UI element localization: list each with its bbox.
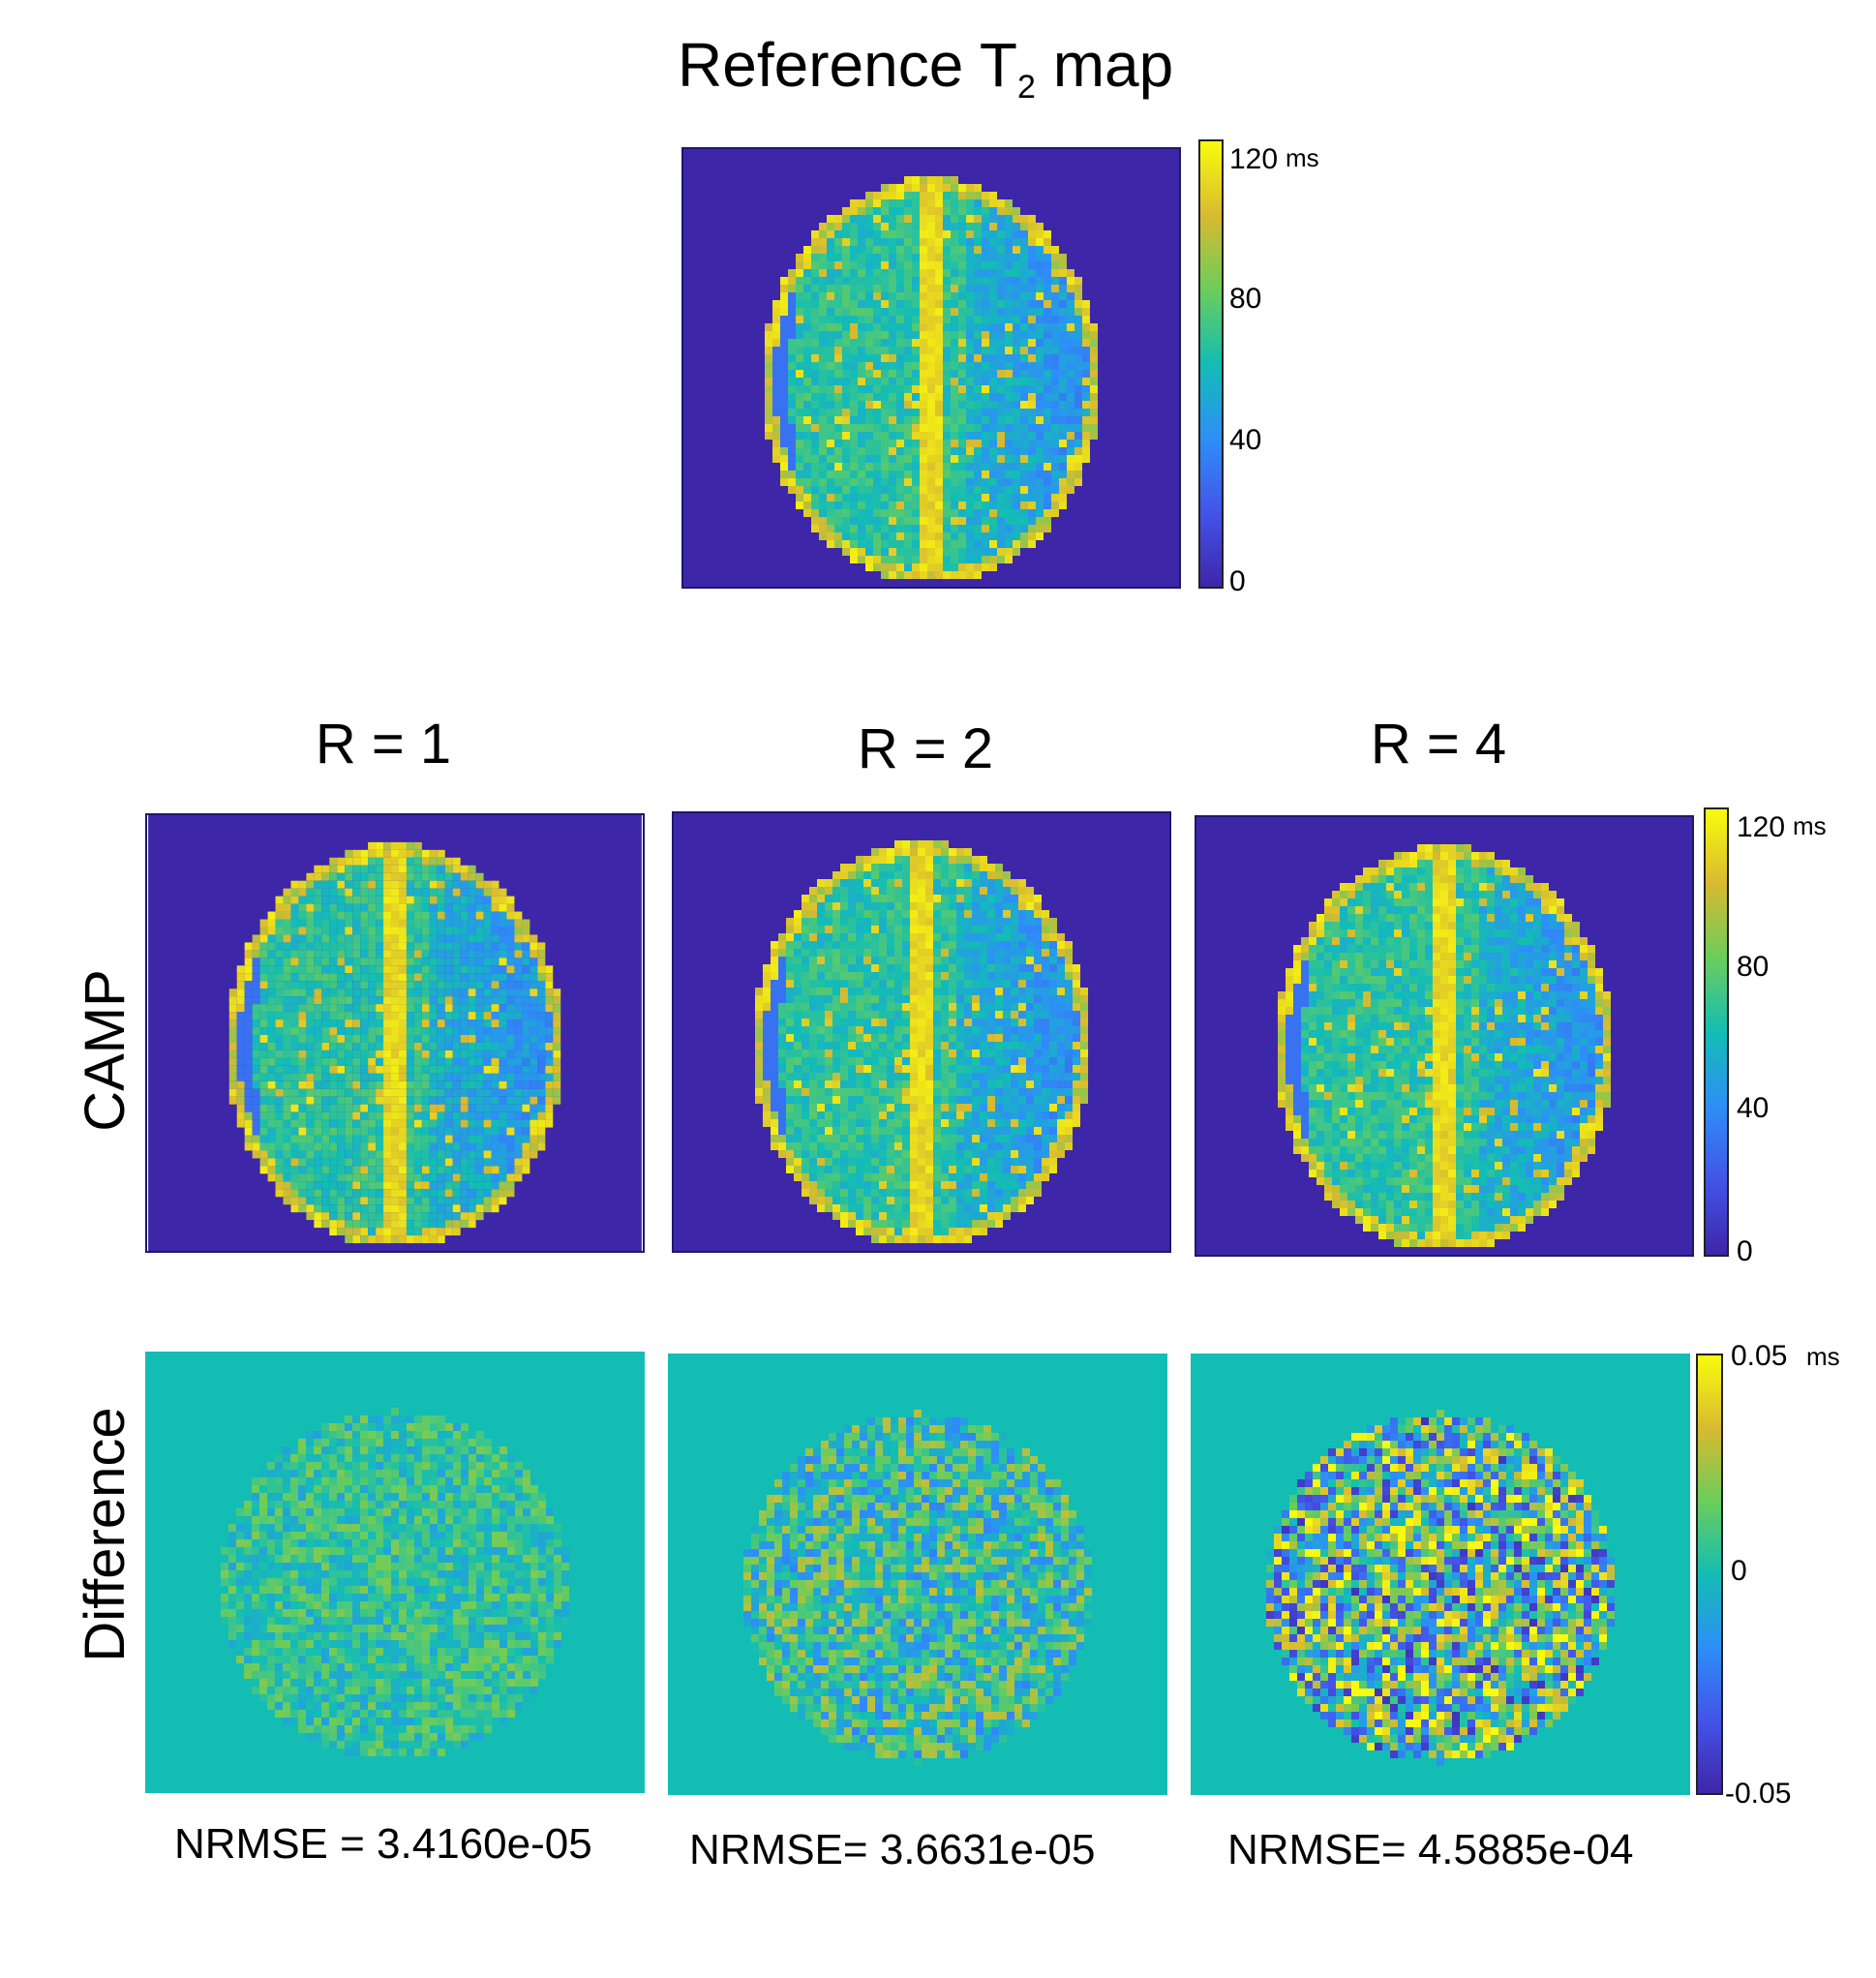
camp-tick-80: 80 bbox=[1737, 951, 1770, 983]
ref-tick-80: 80 bbox=[1229, 283, 1262, 315]
title-main: Reference T bbox=[678, 30, 1017, 100]
diff-panel-r2 bbox=[668, 1354, 1167, 1795]
diff-panel-r1 bbox=[145, 1352, 645, 1793]
col-header-r2: R = 2 bbox=[857, 717, 994, 780]
nrmse-r2: NRMSE= 3.6631e-05 bbox=[689, 1826, 1096, 1873]
camp-unit: ms bbox=[1793, 811, 1827, 840]
diff-tick-neg005: -0.05 bbox=[1725, 1778, 1792, 1810]
diff-unit: ms bbox=[1806, 1342, 1840, 1371]
diff-noise-r1 bbox=[147, 1354, 643, 1791]
camp-tick-0: 0 bbox=[1737, 1235, 1753, 1267]
ref-tick-40: 40 bbox=[1229, 424, 1262, 456]
camp-colorbar bbox=[1704, 807, 1729, 1257]
diff-noise-r2 bbox=[670, 1355, 1165, 1793]
camp-panel-r4 bbox=[1195, 815, 1694, 1257]
camp-tick-40: 40 bbox=[1737, 1092, 1770, 1124]
reference-brain-image bbox=[683, 149, 1179, 587]
ref-unit: ms bbox=[1286, 143, 1319, 172]
reference-t2-map bbox=[681, 147, 1181, 589]
diff-colorbar bbox=[1696, 1354, 1723, 1795]
nrmse-r1: NRMSE = 3.4160e-05 bbox=[174, 1820, 592, 1868]
ref-tick-0: 0 bbox=[1229, 565, 1246, 597]
row-label-camp: CAMP bbox=[74, 969, 136, 1132]
camp-brain-r1 bbox=[148, 815, 642, 1251]
diff-tick-0: 0 bbox=[1731, 1555, 1747, 1587]
ref-tick-120: 120 bbox=[1229, 143, 1279, 175]
camp-panel-r1 bbox=[145, 813, 645, 1253]
title-tail: map bbox=[1035, 30, 1174, 100]
camp-brain-r2 bbox=[674, 813, 1169, 1251]
camp-brain-r4 bbox=[1196, 817, 1692, 1255]
title-subscript: 2 bbox=[1017, 69, 1036, 106]
col-header-r4: R = 4 bbox=[1370, 713, 1507, 776]
nrmse-r4: NRMSE= 4.5885e-04 bbox=[1227, 1826, 1634, 1873]
diff-noise-r4 bbox=[1193, 1355, 1688, 1793]
camp-panel-r2 bbox=[672, 811, 1171, 1253]
camp-tick-120: 120 bbox=[1737, 811, 1786, 843]
diff-tick-005: 0.05 bbox=[1731, 1340, 1788, 1372]
diff-panel-r4 bbox=[1191, 1354, 1690, 1795]
col-header-r1: R = 1 bbox=[315, 713, 452, 776]
figure-title: Reference T2 map bbox=[678, 29, 1173, 107]
row-label-difference: Difference bbox=[74, 1407, 136, 1662]
reference-colorbar bbox=[1198, 139, 1224, 589]
